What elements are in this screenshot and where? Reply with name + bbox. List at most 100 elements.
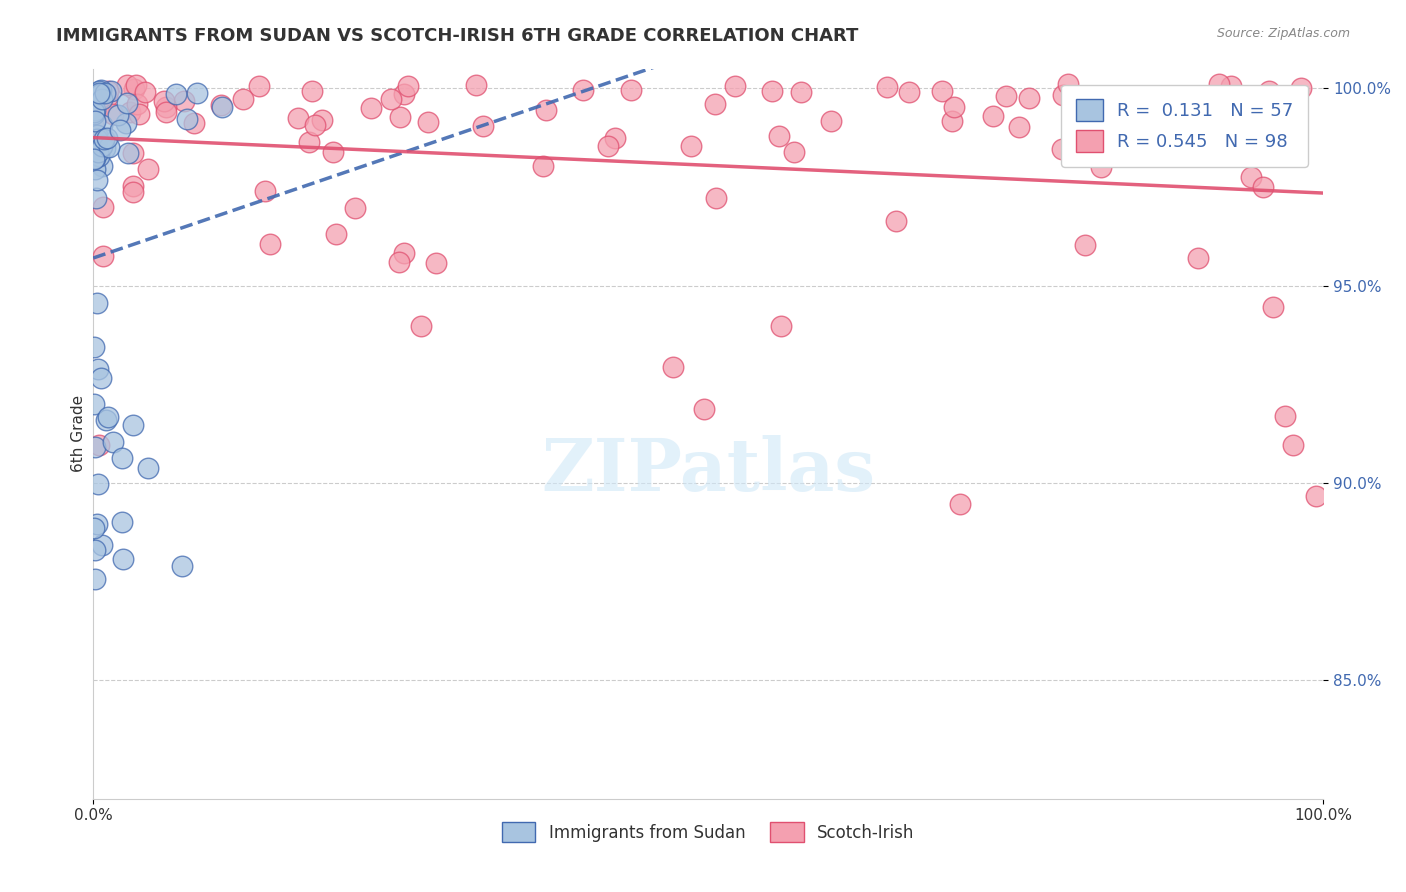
Point (1052, 142, 1074, 156)
Point (115, 95, 138, 110)
Point (820, 114, 842, 128)
Point (91, 93, 114, 107)
Point (211, 100, 233, 114)
Point (87, 86, 110, 100)
Point (84, 191, 107, 205)
Point (183, 116, 205, 130)
Point (165, 87, 187, 101)
Point (1057, 78, 1080, 92)
Point (91, 138, 114, 153)
Point (884, 214, 907, 228)
Point (84, 543, 107, 558)
Point (1185, 104, 1208, 119)
Point (322, 145, 344, 159)
Point (981, 109, 1004, 123)
Point (531, 159, 554, 173)
Point (89, 84, 111, 98)
Point (83, 397, 105, 411)
Point (120, 105, 142, 120)
Point (173, 95, 195, 109)
Point (254, 184, 277, 198)
Point (704, 191, 727, 205)
Point (360, 101, 382, 115)
Point (995, 89, 1018, 103)
Point (1258, 84, 1281, 98)
Point (176, 112, 198, 127)
Point (693, 401, 716, 416)
Point (84, 114, 107, 128)
Point (1090, 160, 1112, 174)
Point (247, 79, 270, 94)
Point (1220, 79, 1243, 94)
Point (103, 107, 125, 121)
Point (117, 145, 139, 160)
Point (783, 145, 806, 160)
Point (942, 100, 965, 114)
Point (97, 410, 120, 425)
Point (425, 255, 447, 269)
Point (134, 86, 156, 100)
Point (1289, 81, 1312, 95)
Point (122, 81, 145, 95)
Point (1018, 91, 1040, 105)
Point (661, 359, 683, 374)
Text: Source: ZipAtlas.com: Source: ZipAtlas.com (1216, 27, 1350, 40)
Point (770, 318, 793, 333)
Point (392, 87, 415, 102)
Point (941, 113, 963, 128)
Point (128, 107, 150, 121)
Point (100, 84, 122, 98)
Point (603, 131, 626, 145)
Point (1136, 94, 1159, 108)
Point (83, 340, 105, 354)
Point (761, 84, 783, 98)
Point (1285, 95, 1308, 109)
Point (392, 246, 415, 260)
Point (125, 78, 148, 92)
Point (111, 515, 134, 529)
Point (155, 105, 177, 120)
Point (136, 461, 159, 475)
Y-axis label: 6th Grade: 6th Grade (72, 395, 86, 472)
Point (97, 84, 120, 98)
Point (125, 97, 148, 112)
Point (1008, 120, 1031, 134)
Point (598, 139, 620, 153)
Point (89, 438, 111, 452)
Point (704, 96, 727, 111)
Point (91, 538, 114, 552)
Point (170, 559, 193, 574)
Point (89, 82, 111, 96)
Point (96, 90, 118, 104)
Point (83, 153, 105, 167)
Point (155, 99, 177, 113)
Point (949, 497, 972, 511)
Point (83, 105, 105, 120)
Point (94, 141, 117, 155)
Point (1240, 169, 1263, 184)
Point (86, 128, 108, 143)
Point (94, 413, 117, 427)
Point (121, 145, 143, 160)
Point (876, 80, 898, 95)
Point (110, 123, 132, 137)
Point (83, 106, 105, 120)
Point (1305, 489, 1327, 503)
Point (82, 117, 104, 131)
Point (93, 86, 115, 100)
Point (93, 132, 115, 146)
Point (122, 179, 145, 194)
Point (91, 250, 114, 264)
Point (396, 78, 419, 93)
Point (87, 362, 110, 376)
Point (107, 108, 129, 122)
Point (1074, 237, 1097, 252)
Point (115, 116, 138, 130)
Point (87, 477, 110, 491)
Point (111, 450, 134, 465)
Point (90, 370, 112, 384)
Point (111, 552, 134, 566)
Point (619, 83, 641, 97)
Point (311, 113, 333, 128)
Point (89, 87, 111, 102)
